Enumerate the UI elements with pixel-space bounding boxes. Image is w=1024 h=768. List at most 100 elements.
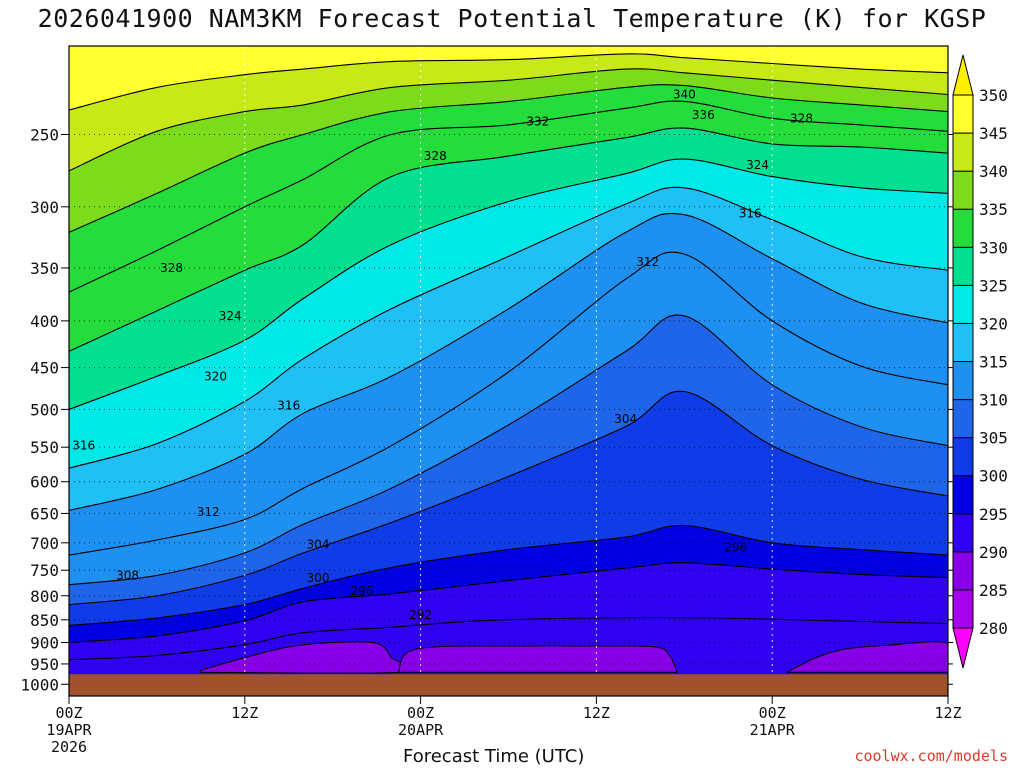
isentrope-308 [69, 314, 948, 586]
colorbar-arrow-bottom [952, 627, 974, 669]
cold-pool-2 [786, 641, 948, 673]
x-tick-label: 12Z [231, 704, 258, 722]
contour-label: 312 [197, 505, 220, 519]
contour-label: 300 [307, 571, 330, 585]
x-tick-label: 12Z [934, 704, 961, 722]
contour-label: 312 [636, 255, 659, 269]
colorbar-label: 285 [979, 581, 1008, 600]
isentrope-296 [69, 562, 948, 644]
colorbar-box [952, 94, 974, 134]
x-tick-label-line: 2026 [51, 738, 87, 756]
y-tick-label: 550 [30, 438, 59, 457]
credit-link[interactable]: coolwx.com/models [854, 747, 1008, 765]
cold-pool-0 [200, 641, 413, 674]
colorbar-box [952, 361, 974, 401]
theta-band-344 [69, 46, 948, 110]
colorbar-label: 315 [979, 353, 1008, 372]
colorbar-label: 280 [979, 619, 1008, 638]
isentrope-312 [69, 251, 948, 556]
colorbar-label: 325 [979, 276, 1008, 295]
contour-label: 328 [790, 111, 813, 125]
isentrope-304 [69, 390, 948, 606]
contour-label: 308 [116, 568, 139, 582]
cold-pool-1 [397, 645, 678, 673]
x-tick-label-line: 12Z [231, 704, 258, 722]
contour-label: 332 [526, 115, 549, 129]
contour-label: 320 [204, 369, 227, 383]
colorbar-box [952, 246, 974, 286]
colorbar-label: 300 [979, 467, 1008, 486]
y-tick-label: 350 [30, 259, 59, 278]
isentrope-336 [69, 84, 948, 233]
x-tick-label-line: 21APR [750, 721, 796, 739]
x-tick-label-line: 12Z [934, 704, 961, 722]
contour-label: 296 [351, 584, 374, 598]
colorbar-box [952, 208, 974, 248]
y-tick-label: 400 [30, 312, 59, 331]
y-tick-label: 950 [30, 655, 59, 674]
contour-label: 328 [424, 149, 447, 163]
y-tick-label: 250 [30, 125, 59, 144]
x-tick-label-line: 12Z [583, 704, 610, 722]
x-tick-label: 00Z 21APR [750, 704, 796, 739]
colorbar-box [952, 170, 974, 210]
y-tick-label: 900 [30, 633, 59, 652]
x-tick-label-line: 00Z [759, 704, 786, 722]
colorbar-box [952, 589, 974, 629]
contour-label: 292 [409, 608, 432, 622]
y-tick-label: 1000 [20, 675, 59, 694]
y-tick-label: 650 [30, 504, 59, 523]
y-tick-label: 600 [30, 473, 59, 492]
isentrope-340 [69, 68, 948, 172]
contour-label: 324 [219, 309, 242, 323]
x-tick-label-line: 19APR [46, 721, 92, 739]
colorbar-label: 295 [979, 505, 1008, 524]
isentrope-316 [69, 212, 948, 511]
y-tick-label: 300 [30, 198, 59, 217]
contour-label: 304 [307, 538, 330, 552]
isentrope-332 [69, 100, 948, 293]
isentrope-328 [69, 127, 948, 352]
y-tick-label: 450 [30, 359, 59, 378]
colorbar-arrow-top [952, 54, 974, 96]
isentrope-300 [69, 524, 948, 626]
plot-frame [68, 45, 949, 697]
theta-band-340 [69, 46, 948, 171]
colorbar-label: 305 [979, 429, 1008, 448]
colorbar-box [952, 513, 974, 553]
colorbar-box [952, 322, 974, 362]
colorbar-label: 320 [979, 314, 1008, 333]
x-tick-label-line: 00Z [55, 704, 82, 722]
contour-label: 328 [160, 261, 183, 275]
colorbar-box [952, 399, 974, 439]
colorbar-box [952, 132, 974, 172]
contour-label: 316 [277, 398, 300, 412]
colorbar-box [952, 551, 974, 591]
isentrope-344 [69, 53, 948, 111]
isentrope-324 [69, 158, 948, 410]
colorbar-label: 310 [979, 391, 1008, 410]
y-tick-label: 850 [30, 611, 59, 630]
x-tick-label: 00Z 20APR [398, 704, 444, 739]
contour-label: 340 [673, 87, 696, 101]
contour-label: 336 [692, 108, 715, 122]
x-axis-title: Forecast Time (UTC) [403, 746, 585, 767]
y-tick-label: 750 [30, 561, 59, 580]
x-tick-label-line: 20APR [398, 721, 444, 739]
y-tick-label: 500 [30, 400, 59, 419]
isentrope-320 [69, 186, 948, 469]
ground-fill [69, 674, 948, 696]
contour-label: 316 [72, 439, 95, 453]
y-tick-label: 800 [30, 587, 59, 606]
x-tick-label: 12Z [583, 704, 610, 722]
contour-label: 304 [614, 412, 637, 426]
x-tick-label: 00Z 19APR 2026 [46, 704, 92, 756]
contour-label: 296 [724, 540, 747, 554]
colorbar-label: 340 [979, 162, 1008, 181]
colorbar-label: 350 [979, 86, 1008, 105]
contour-label: 324 [746, 158, 769, 172]
chart-title: 2026041900 NAM3KM Forecast Potential Tem… [37, 4, 987, 33]
colorbar-box [952, 437, 974, 477]
contour-label: 316 [739, 206, 762, 220]
